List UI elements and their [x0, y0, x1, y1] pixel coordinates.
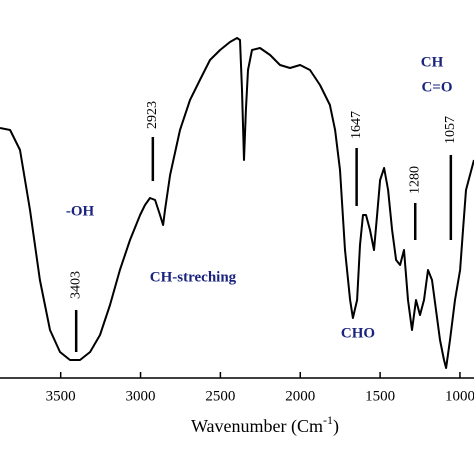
- x-tick-label: 1000: [445, 388, 474, 404]
- annotation: -OH: [66, 203, 95, 219]
- x-axis-title-sup: -1: [323, 413, 333, 427]
- x-axis-title-end: ): [333, 416, 339, 437]
- annotation: CH: [421, 54, 444, 70]
- x-tick-label: 2500: [205, 388, 235, 404]
- x-tick-label: 3500: [46, 388, 76, 404]
- annotation: CH-streching: [150, 269, 237, 285]
- x-tick-label: 1500: [365, 388, 395, 404]
- x-tick-label: 2000: [285, 388, 315, 404]
- x-tick-label: 3000: [126, 388, 156, 404]
- peak-label: 2923: [145, 101, 160, 129]
- peak-label: 1280: [407, 166, 422, 194]
- annotation: CHO: [341, 325, 375, 341]
- peak-label: 3403: [68, 271, 83, 299]
- x-axis-title-main: Wavenumber (Cm: [191, 416, 323, 437]
- peak-label: 1647: [349, 111, 364, 139]
- spectrum-line: [0, 37, 474, 369]
- peak-label: 1057: [443, 116, 458, 144]
- annotation: C=O: [421, 79, 452, 95]
- x-axis-title: Wavenumber (Cm-1): [191, 413, 339, 437]
